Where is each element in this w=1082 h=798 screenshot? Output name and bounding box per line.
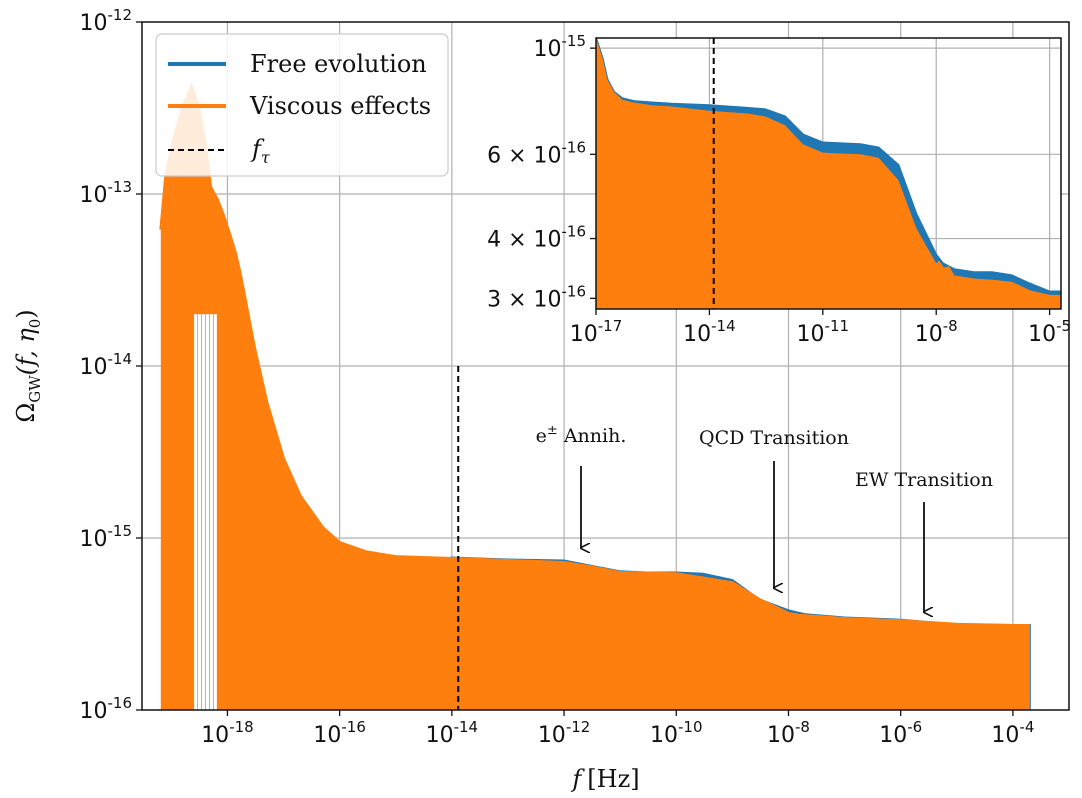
main-x-tick-label: 10-10 [650,718,703,748]
series-viscous-oscillation-gap [213,314,217,710]
inset-x-tick-label: 10-11 [797,317,850,347]
inset-x-tick-label: 10-5 [1028,317,1071,347]
legend: Free evolution Viscous effects fτ [155,33,449,177]
main-y-tick-label: 10-13 [80,178,133,208]
inset-x-tick-label: 10-8 [915,317,958,347]
annotation-ew-label: EW Transition [855,469,993,491]
annotation-e-annih-label: e± Annih. [536,423,627,447]
inset-x-tick-label: 10-17 [570,317,623,347]
main-y-tick-label: 10-15 [80,522,133,552]
main-y-tick-label: 10-12 [80,6,133,36]
main-x-tick-label: 10-12 [538,718,591,748]
annotation-qcd: QCD Transition [699,427,849,588]
inset-y-ticks: 10-15 6 × 10-16 4 × 10-16 3 × 10-16 [487,32,596,312]
legend-label-viscous-effects: Viscous effects [249,92,431,120]
inset-y-tick-label: 4 × 10-16 [487,223,586,253]
main-x-tick-label: 10-4 [991,718,1034,748]
main-x-tick-label: 10-18 [201,718,254,748]
main-series-layer [159,82,1031,710]
main-x-tick-label: 10-14 [426,718,479,748]
inset-plot-frame [595,37,1062,310]
inset-series-viscous-effects-area [596,38,1061,309]
series-viscous-oscillation-gap [205,314,210,710]
inset-x-ticks: 10-17 10-14 10-11 10-8 10-5 [570,309,1071,347]
inset-series-layer [596,38,1061,309]
inset-y-tick-label: 6 × 10-16 [487,138,586,168]
inset-y-tick-label: 3 × 10-16 [487,282,586,312]
legend-box [155,33,449,177]
main-x-tick-label: 10-6 [879,718,922,748]
main-y-ticks: 10-16 10-15 10-14 10-13 10-12 [80,6,142,724]
series-viscous-oscillation-gap [209,314,213,710]
legend-label-free-evolution: Free evolution [250,50,427,78]
main-y-tick-label: 10-14 [80,350,133,380]
annotation-qcd-label: QCD Transition [699,427,849,449]
main-x-ticks: 10-18 10-16 10-14 10-12 10-10 10-8 10-6 10-4 [201,710,1034,748]
main-y-tick-label: 10-16 [80,694,133,724]
series-viscous-oscillation-gap [198,314,202,710]
series-viscous-oscillation-gap [201,314,206,710]
main-x-tick-label: 10-8 [767,718,810,748]
series-viscous-oscillation-gap [194,314,198,710]
main-x-tick-label: 10-16 [313,718,366,748]
annotation-ew: EW Transition [855,469,993,612]
annotation-e-annih: e± Annih. [536,423,627,548]
y-axis-label: ΩGW(f, η0) [12,309,44,422]
inset-x-tick-label: 10-14 [683,317,736,347]
x-axis-label: f [Hz] [570,765,639,793]
inset-y-tick-label: 10-15 [534,32,587,62]
